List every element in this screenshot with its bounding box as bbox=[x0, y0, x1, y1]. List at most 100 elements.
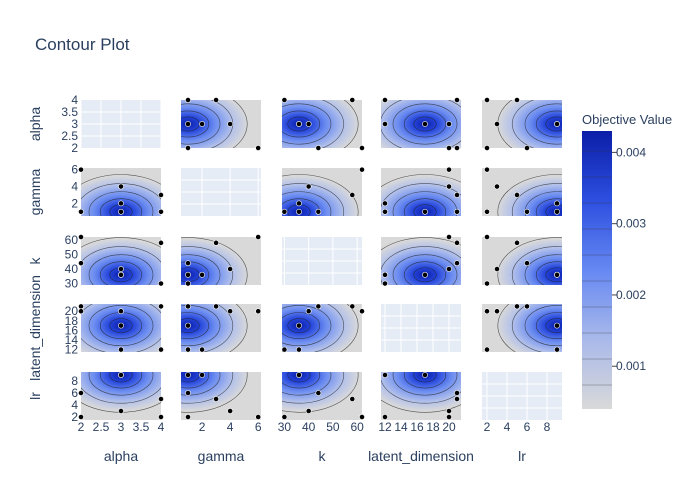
trial-point bbox=[305, 308, 312, 315]
trial-point bbox=[185, 346, 191, 353]
contour-line bbox=[282, 372, 359, 413]
contour-line bbox=[282, 110, 321, 138]
trial-point bbox=[382, 280, 388, 287]
contour-line bbox=[181, 312, 210, 340]
contour-line bbox=[282, 103, 332, 145]
trial-point bbox=[185, 260, 191, 267]
trial-point bbox=[554, 208, 560, 215]
trial-point bbox=[524, 303, 530, 310]
trial-point bbox=[158, 192, 164, 198]
subplot-alpha-vs-latent_dimension bbox=[381, 97, 461, 151]
trial-point bbox=[382, 271, 388, 278]
contour-line bbox=[497, 174, 562, 216]
trial-point bbox=[118, 372, 124, 378]
x-tick-label: 3.5 bbox=[133, 420, 150, 434]
contour-line bbox=[381, 183, 461, 216]
trial-point bbox=[281, 346, 288, 353]
contour-line bbox=[181, 372, 234, 404]
contour-line bbox=[81, 387, 161, 404]
colorbar-tick-label: 0.004 bbox=[616, 145, 646, 159]
trial-point bbox=[227, 121, 234, 127]
trial-point bbox=[484, 234, 490, 240]
trial-point bbox=[446, 266, 452, 272]
contour-line bbox=[181, 372, 248, 413]
x-tick-label: 30 bbox=[278, 420, 292, 434]
trial-point bbox=[199, 372, 205, 378]
trial-point bbox=[454, 145, 460, 151]
contour-line bbox=[511, 100, 535, 148]
contour-line bbox=[403, 261, 447, 285]
contour-line bbox=[343, 100, 359, 148]
trial-point bbox=[484, 145, 490, 151]
x-tick-label: 2 bbox=[484, 420, 491, 434]
subplot-k-vs-latent_dimension bbox=[381, 234, 461, 287]
subplot-alpha-vs-gamma bbox=[181, 97, 262, 151]
trial-point bbox=[514, 192, 520, 198]
colorbar-tick-label: 0.002 bbox=[616, 288, 646, 302]
contour-fill bbox=[381, 237, 461, 285]
contour-line bbox=[88, 191, 154, 216]
subplot-lr-vs-lr bbox=[482, 372, 562, 420]
contour-line bbox=[545, 318, 562, 333]
y-axis-title-alpha: alpha bbox=[27, 107, 43, 141]
x-axis-title-gamma: gamma bbox=[198, 448, 245, 464]
y-tick-label: 4 bbox=[71, 398, 78, 412]
contour-line bbox=[381, 237, 461, 251]
y-tick-label: 2 bbox=[71, 141, 78, 155]
x-tick-label: 18 bbox=[426, 420, 440, 434]
contour-line bbox=[413, 372, 437, 383]
y-tick-label: 30 bbox=[65, 277, 79, 291]
colorbar-tick-label: 0.001 bbox=[616, 359, 646, 373]
trial-point bbox=[484, 208, 490, 215]
contour-line bbox=[545, 267, 562, 283]
x-axis-title-alpha: alpha bbox=[104, 448, 138, 464]
trial-point bbox=[514, 303, 520, 310]
trial-point bbox=[213, 239, 219, 246]
y-axis-title-lr: lr bbox=[27, 392, 43, 400]
contour-line bbox=[413, 267, 437, 283]
contour-line bbox=[381, 246, 461, 285]
contour-line bbox=[99, 198, 143, 216]
contour-fill bbox=[482, 237, 562, 285]
contour-line bbox=[181, 246, 234, 285]
trial-point bbox=[349, 192, 356, 198]
trial-point bbox=[382, 372, 388, 378]
contour-line bbox=[392, 372, 458, 396]
x-tick-label: 4 bbox=[504, 420, 511, 434]
trial-point bbox=[185, 280, 191, 287]
trial-point bbox=[446, 408, 452, 414]
trial-point bbox=[296, 208, 302, 215]
trial-point bbox=[494, 308, 500, 315]
trial-point bbox=[118, 271, 124, 278]
trial-point bbox=[454, 192, 460, 198]
trial-point bbox=[158, 303, 164, 310]
contour-line bbox=[109, 372, 133, 383]
y-tick-label: 14 bbox=[65, 333, 79, 347]
contour-line bbox=[202, 304, 234, 352]
contour-line bbox=[81, 183, 161, 200]
y-tick-label: 6 bbox=[71, 163, 78, 177]
trial-point bbox=[524, 260, 530, 267]
contour-line bbox=[403, 372, 447, 389]
trial-point bbox=[554, 271, 560, 278]
trial-point bbox=[185, 414, 191, 420]
x-tick-label: 12 bbox=[378, 420, 392, 434]
trial-point bbox=[118, 408, 124, 414]
contour-line bbox=[88, 372, 154, 396]
subplot-latent_dimension-vs-lr bbox=[482, 303, 562, 353]
subplot-gamma-vs-gamma bbox=[181, 168, 261, 216]
trial-point bbox=[158, 208, 164, 215]
contour-line bbox=[181, 237, 248, 285]
y-tick-label: 3 bbox=[71, 117, 78, 131]
contour-line bbox=[282, 174, 359, 216]
trial-point bbox=[199, 121, 205, 127]
colorbar-title: Objective Value bbox=[582, 112, 672, 127]
contour-line bbox=[524, 103, 562, 145]
trial-point bbox=[118, 322, 124, 329]
contour-line bbox=[181, 110, 210, 138]
trial-point bbox=[454, 260, 460, 267]
trial-point bbox=[422, 372, 428, 378]
contour-line bbox=[535, 198, 562, 216]
subplot-k-vs-alpha bbox=[78, 234, 164, 287]
